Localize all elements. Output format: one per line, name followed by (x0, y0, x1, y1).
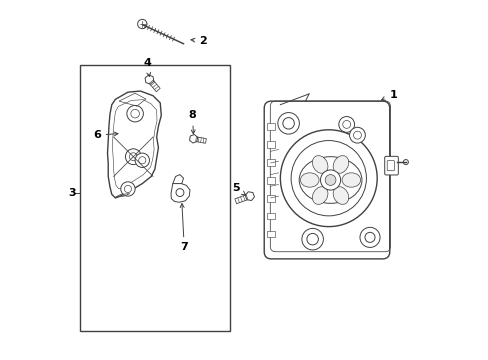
Bar (266, 177, 274, 184)
FancyBboxPatch shape (384, 156, 398, 175)
Text: 6: 6 (93, 130, 118, 140)
Polygon shape (189, 135, 197, 143)
Polygon shape (171, 183, 190, 202)
Polygon shape (245, 192, 254, 201)
Circle shape (338, 117, 354, 132)
Polygon shape (172, 175, 183, 184)
Circle shape (359, 227, 379, 247)
Text: 5: 5 (231, 183, 245, 195)
Bar (266, 123, 274, 130)
Ellipse shape (299, 157, 361, 203)
Bar (266, 195, 274, 202)
Polygon shape (147, 78, 160, 92)
FancyBboxPatch shape (264, 101, 389, 259)
Text: 7: 7 (180, 203, 188, 252)
Circle shape (320, 170, 340, 190)
Circle shape (135, 153, 149, 167)
Circle shape (280, 130, 376, 226)
Polygon shape (107, 91, 161, 198)
Bar (266, 213, 274, 220)
Circle shape (277, 113, 299, 134)
Bar (80, 65, 230, 330)
Circle shape (301, 228, 323, 250)
Ellipse shape (312, 187, 327, 204)
Circle shape (125, 149, 141, 165)
Polygon shape (234, 194, 250, 204)
Ellipse shape (332, 156, 348, 173)
Polygon shape (193, 136, 206, 143)
Ellipse shape (312, 156, 327, 173)
Ellipse shape (300, 173, 319, 187)
Circle shape (126, 105, 143, 122)
Text: 2: 2 (191, 36, 207, 46)
Ellipse shape (341, 173, 360, 187)
Circle shape (121, 182, 135, 196)
Circle shape (403, 159, 407, 165)
Circle shape (325, 175, 335, 185)
Circle shape (349, 127, 365, 143)
Bar (266, 231, 274, 237)
Text: 1: 1 (381, 90, 396, 100)
Ellipse shape (332, 187, 348, 204)
Bar (266, 141, 274, 148)
Text: 3: 3 (68, 188, 75, 198)
Text: 4: 4 (142, 58, 151, 77)
Bar (266, 159, 274, 166)
Text: 8: 8 (188, 111, 196, 134)
Polygon shape (145, 75, 154, 84)
Circle shape (137, 19, 147, 29)
